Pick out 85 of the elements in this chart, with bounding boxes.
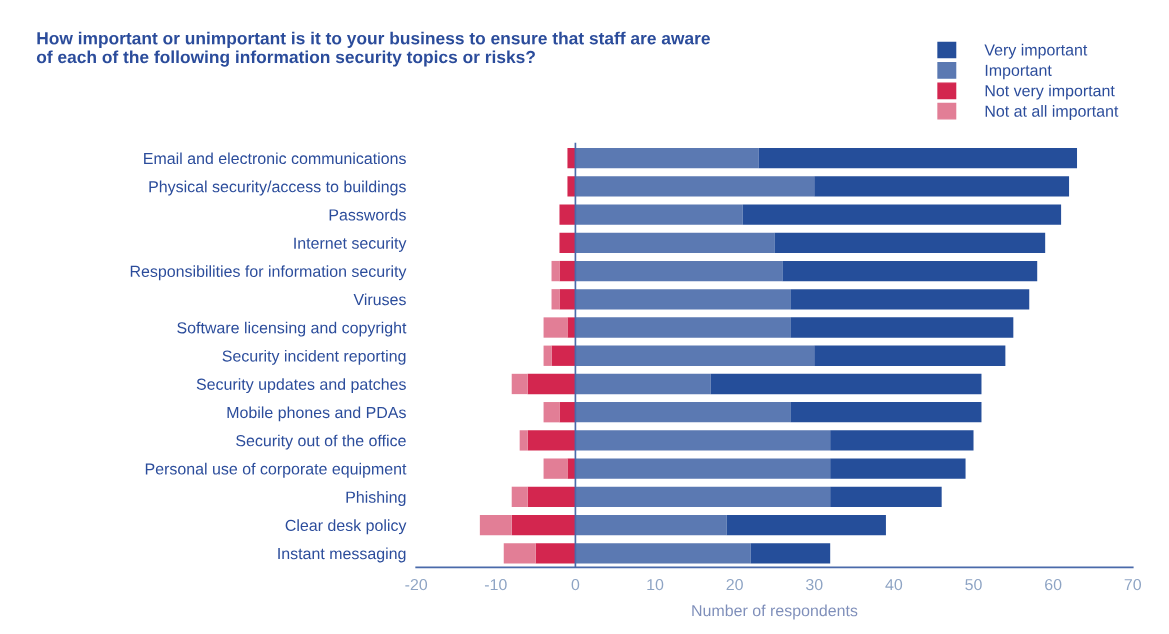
bar: [710, 373, 982, 395]
bar: [575, 204, 743, 225]
bar: [543, 458, 568, 479]
bar: [575, 486, 831, 508]
x-tick-label: 50: [965, 578, 982, 591]
x-tick-label: 20: [726, 578, 743, 591]
x-tick-label: 60: [1045, 578, 1062, 591]
bar: [511, 373, 528, 395]
bar: [543, 345, 552, 366]
bar: [575, 289, 791, 310]
bar: [790, 317, 1014, 338]
y-tick-label: Clear desk policy: [285, 519, 407, 535]
bar: [535, 543, 576, 564]
bar: [551, 345, 576, 366]
bar: [830, 486, 942, 508]
bar: [511, 486, 528, 508]
bar: [575, 430, 831, 451]
bar: [575, 232, 775, 254]
bar: [830, 430, 974, 451]
y-tick-label: Responsibilities for information security: [130, 265, 407, 281]
bar: [567, 148, 576, 169]
bar: [503, 543, 536, 564]
y-tick-label: Passwords: [329, 208, 406, 221]
bar: [726, 514, 886, 536]
bar: [527, 373, 576, 395]
bar: [543, 402, 560, 423]
bar: [575, 317, 791, 338]
bar: [559, 289, 576, 310]
x-axis-title: Number of respondents: [692, 604, 858, 620]
y-tick-label: Phishing: [346, 491, 406, 506]
bar: [479, 514, 512, 536]
bar: [758, 148, 1078, 169]
y-tick-label: Physical security/access to buildings: [149, 180, 406, 196]
x-tick-label: 0: [571, 578, 580, 591]
bar: [575, 514, 727, 536]
y-tick-label: Software licensing and copyright: [177, 321, 407, 337]
bar: [575, 345, 815, 366]
bar: [567, 458, 576, 479]
bar: [559, 402, 576, 423]
legend-label: Not at all important: [985, 105, 1119, 120]
bar: [567, 176, 576, 197]
bar: [575, 543, 751, 564]
bar: [527, 430, 576, 451]
y-tick-label: Mobile phones and PDAs: [227, 406, 406, 422]
bar: [511, 514, 576, 536]
y-tick-label: Email and electronic communications: [144, 152, 406, 165]
x-tick-label: -20: [405, 578, 428, 591]
bar: [575, 402, 791, 423]
chart-title: How important or unimportant is it to your business to ensure that staff are aware of each of the following information security topics or risks?: [36, 31, 710, 67]
bar: [575, 373, 711, 395]
y-tick-label: Viruses: [353, 293, 406, 306]
y-tick-label: Security out of the office: [236, 434, 406, 450]
bar: [575, 458, 831, 479]
bar: [575, 260, 783, 282]
bar: [750, 543, 831, 564]
bar: [782, 260, 1038, 282]
y-tick-label: Personal use of corporate equipment: [145, 462, 407, 478]
y-tick-label: Internet security: [294, 237, 407, 252]
bar: [543, 317, 568, 338]
bar: [742, 204, 1062, 225]
bar: [567, 317, 576, 338]
bar: [519, 430, 528, 451]
bar: [559, 232, 576, 254]
legend-label: Not very important: [985, 84, 1115, 100]
x-tick-label: 30: [806, 578, 823, 591]
legend-label: Important: [985, 64, 1052, 80]
bar: [527, 486, 576, 508]
x-tick-label: 70: [1124, 578, 1142, 591]
x-tick-label: -10: [484, 578, 507, 591]
legend-label: Very important: [984, 43, 1088, 59]
bar: [830, 458, 966, 479]
y-tick-label: Security updates and patches: [196, 378, 406, 394]
x-tick-label: 10: [647, 578, 664, 591]
bar: [814, 345, 1006, 366]
bar: [814, 176, 1070, 197]
y-tick-label: Security incident reporting: [222, 349, 406, 365]
bar: [559, 260, 576, 282]
x-tick-label: 40: [885, 578, 903, 591]
bar: [774, 232, 1046, 254]
y-tick-label: Instant messaging: [278, 547, 406, 563]
bar: [790, 289, 1030, 310]
bar: [575, 148, 759, 169]
bar: [790, 402, 982, 423]
bar: [559, 204, 576, 225]
bar: [575, 176, 815, 197]
